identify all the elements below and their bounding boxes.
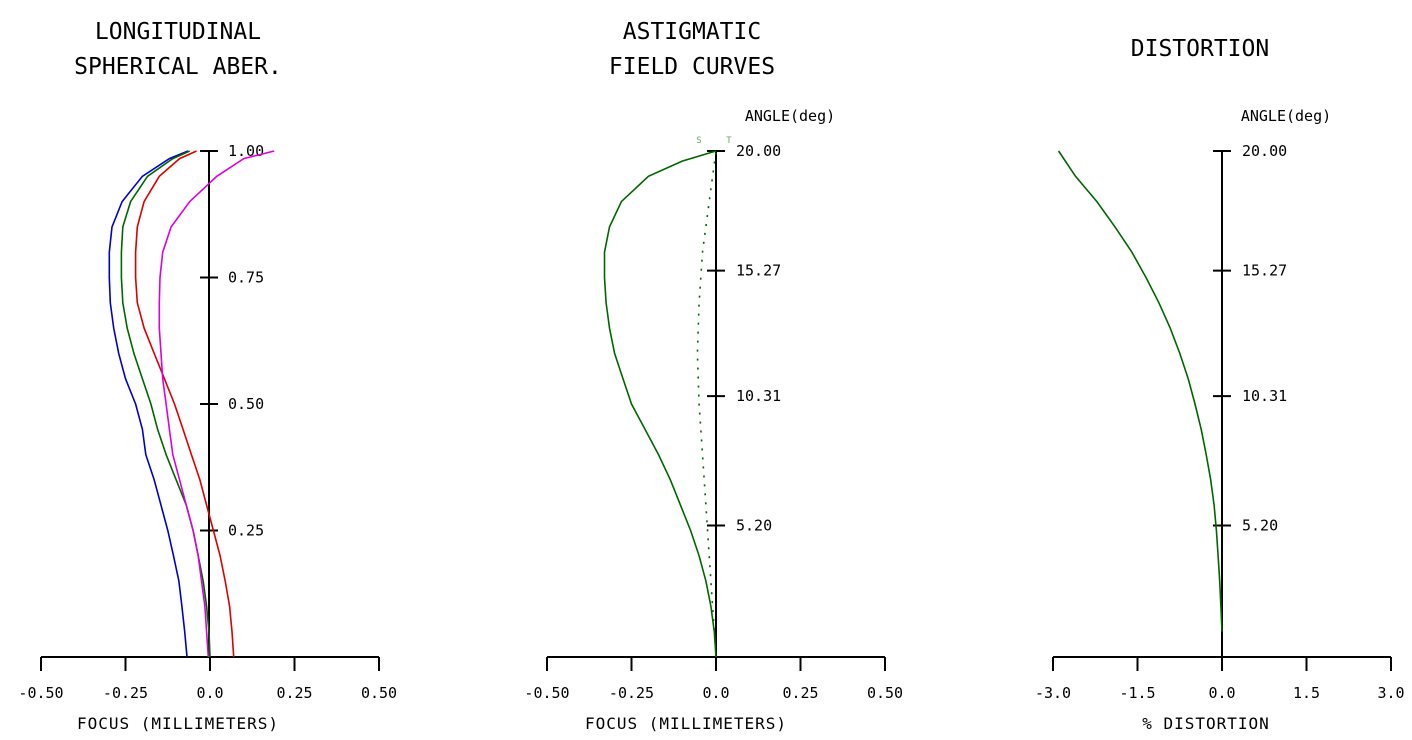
dist-y-tick-label-0: 5.20 — [1242, 516, 1278, 534]
lsa-x-tick-label-0: -0.50 — [18, 684, 63, 702]
dist-title-line-1: DISTORTION — [1131, 36, 1269, 62]
astig-y-axis-label: ANGLE(deg) — [745, 107, 835, 125]
astig-y-tick-label-0: 5.20 — [736, 516, 772, 534]
astig-x-tick-label-4: 0.50 — [867, 684, 903, 702]
dist-x-tick-label-3: 1.5 — [1293, 684, 1320, 702]
dist-x-tick-label-0: -3.0 — [1035, 684, 1071, 702]
astig-series-t — [603, 150, 717, 658]
lsa-y-tick-label-0: 0.25 — [228, 522, 264, 540]
dist-y-tick-label-3: 20.00 — [1242, 142, 1287, 160]
lsa-x-tick-label-1: -0.25 — [103, 684, 148, 702]
astig-x-axis-label: FOCUS (MILLIMETERS) — [585, 714, 787, 733]
lsa-x-tick-label-2: 0.0 — [196, 684, 223, 702]
dist-x-tick-label-1: -1.5 — [1119, 684, 1155, 702]
dist-y-tick-label-2: 15.27 — [1242, 262, 1287, 280]
lsa-series-0 — [108, 150, 189, 658]
astig-x-tick-label-3: 0.25 — [782, 684, 818, 702]
dist-x-axis-label: % DISTORTION — [1142, 714, 1270, 733]
astig-series-s — [696, 150, 717, 658]
astig-y-tick-label-3: 20.00 — [736, 142, 781, 160]
lsa-series-2 — [134, 150, 235, 658]
dist-x-tick-label-4: 3.0 — [1377, 684, 1404, 702]
lsa-series-3 — [158, 150, 275, 658]
astig-legend-s: S — [696, 136, 701, 146]
lsa-title-line-1: LONGITUDINAL — [95, 19, 261, 45]
dist-y-tick-label-1: 10.31 — [1242, 387, 1287, 405]
lsa-x-tick-label-3: 0.25 — [276, 684, 312, 702]
lsa-x-axis-label: FOCUS (MILLIMETERS) — [77, 714, 279, 733]
astig-x-tick-label-2: 0.0 — [702, 684, 729, 702]
dist-y-axis-label: ANGLE(deg) — [1241, 107, 1331, 125]
astig-x-tick-label-0: -0.50 — [524, 684, 569, 702]
lsa-series-1 — [120, 150, 211, 658]
astig-y-tick-label-2: 15.27 — [736, 262, 781, 280]
astig-title-line-2: FIELD CURVES — [609, 54, 775, 80]
lsa-y-tick-label-1: 0.50 — [228, 395, 264, 413]
astig-y-tick-label-1: 10.31 — [736, 387, 781, 405]
astig-title-line-1: ASTIGMATIC — [623, 19, 761, 45]
dist-x-tick-label-2: 0.0 — [1208, 684, 1235, 702]
astig-x-tick-label-1: -0.25 — [609, 684, 654, 702]
dist-series-0 — [1057, 150, 1223, 632]
lsa-y-tick-label-2: 0.75 — [228, 269, 264, 287]
lsa-title-line-2: SPHERICAL ABER. — [74, 54, 282, 80]
lsa-x-tick-label-4: 0.50 — [361, 684, 397, 702]
astig-legend-t: T — [726, 136, 732, 146]
